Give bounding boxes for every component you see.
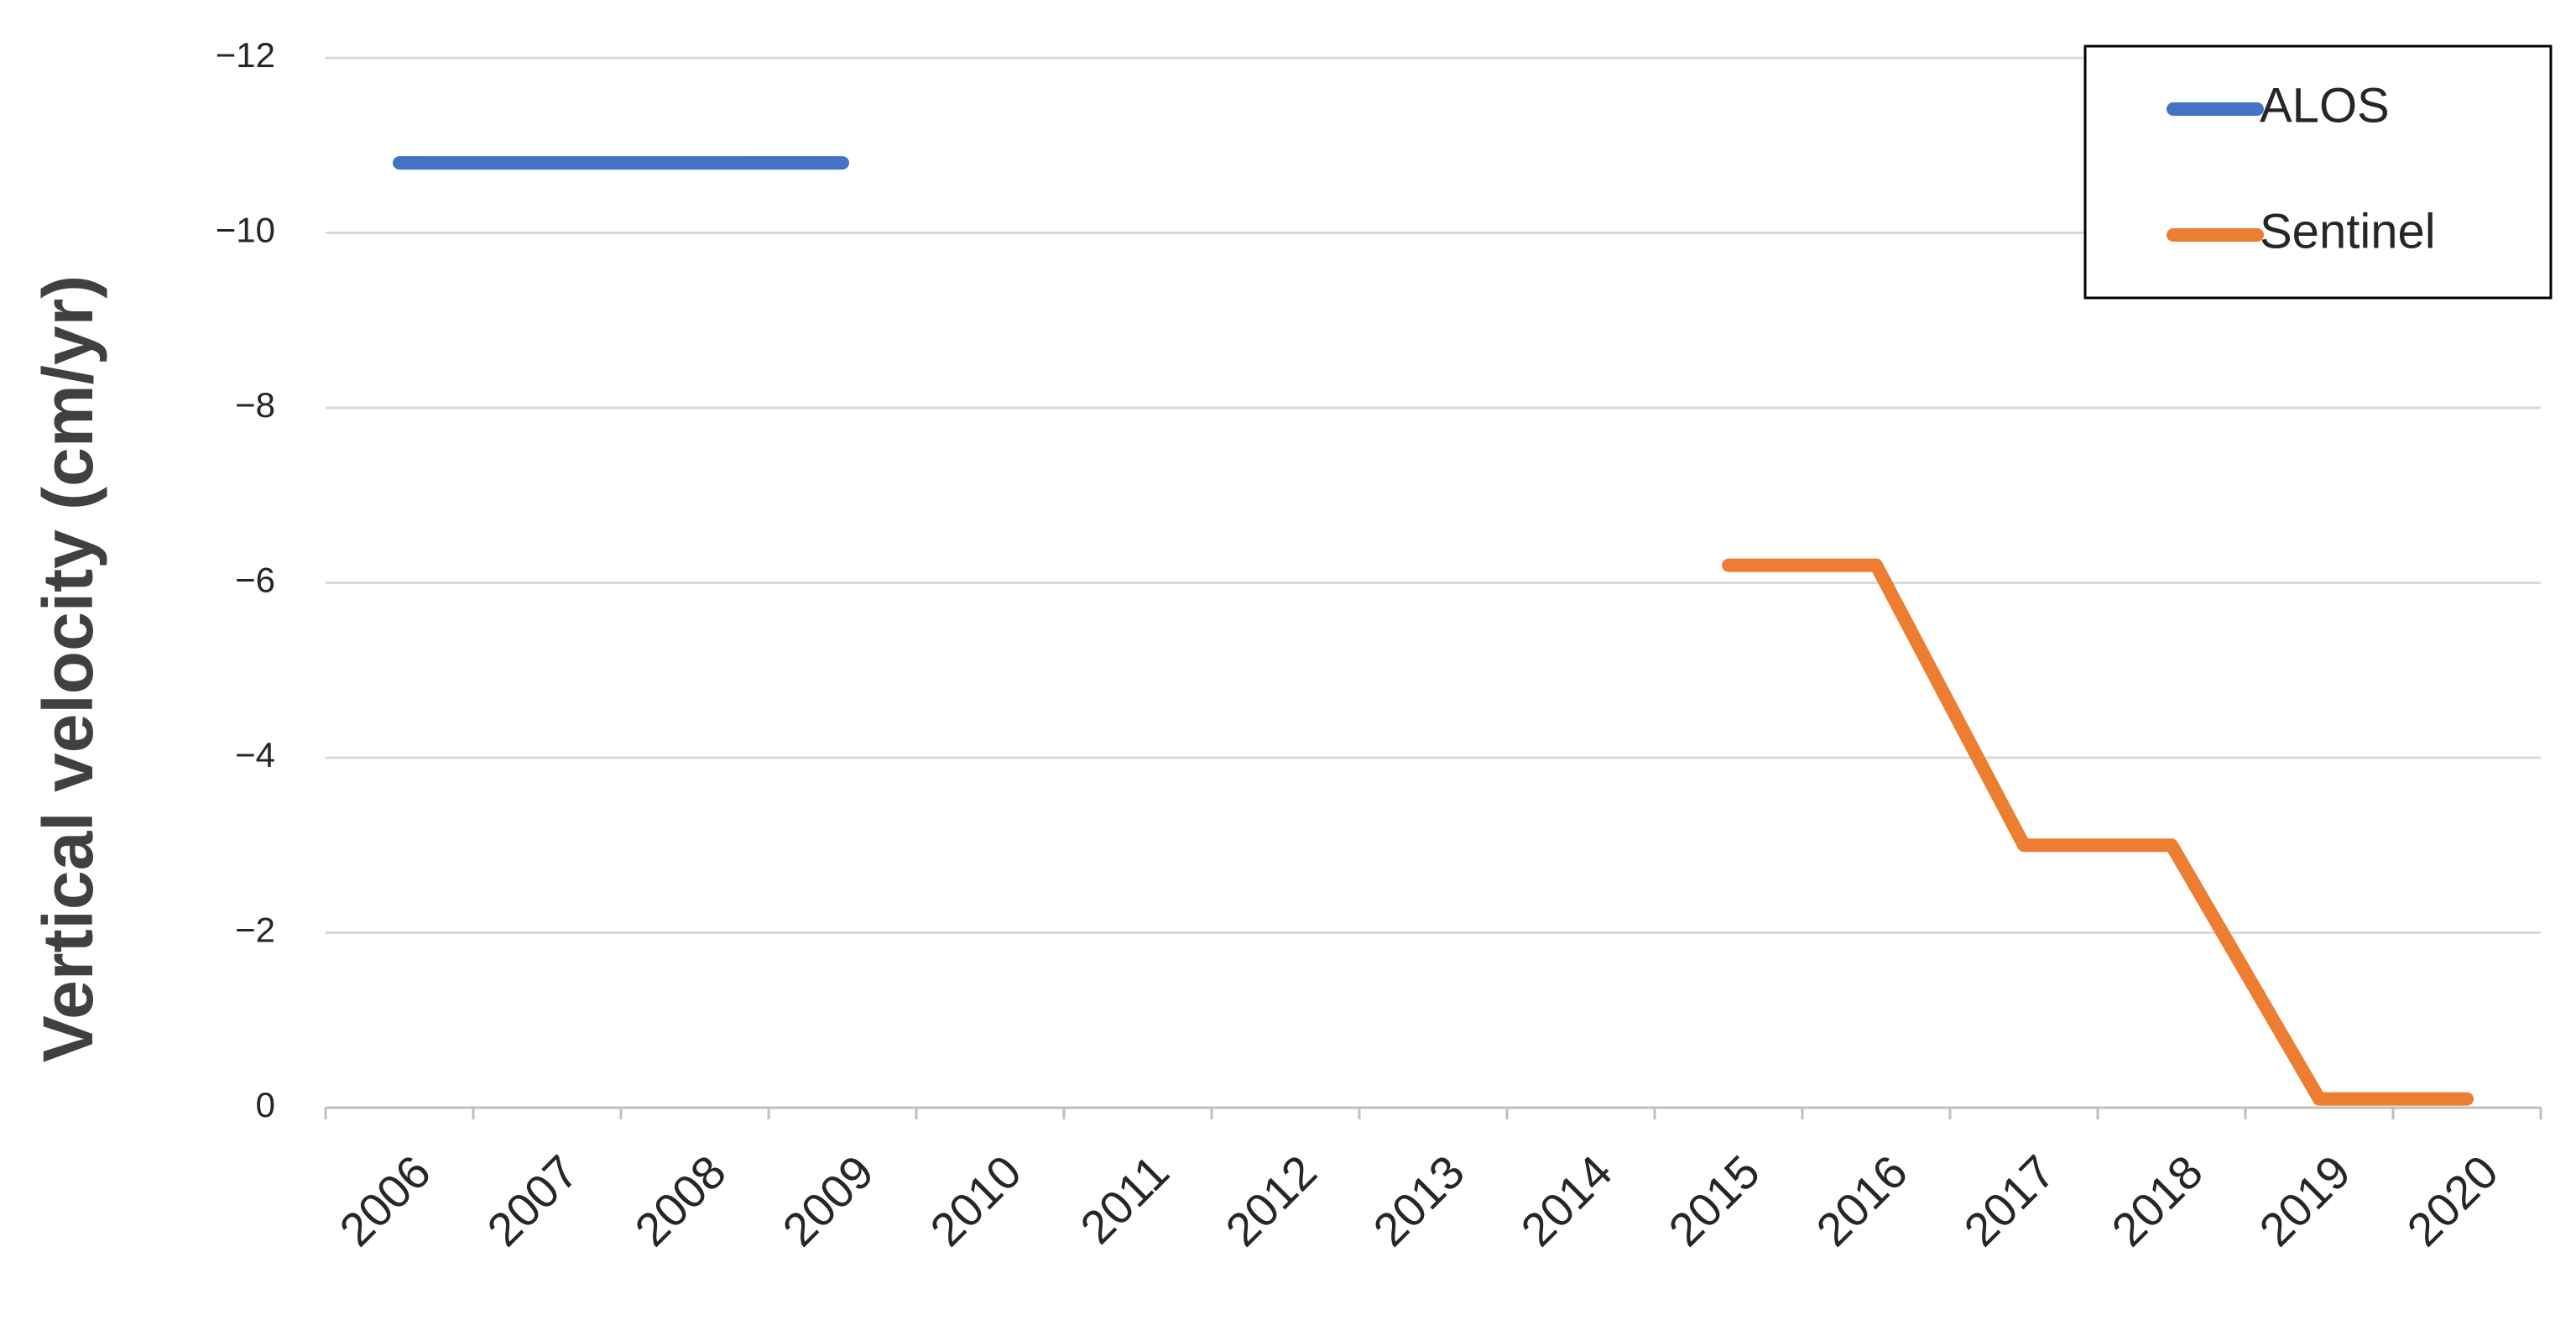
y-tick-label: −4 — [235, 735, 275, 775]
legend-box — [2083, 44, 2553, 300]
x-tick-label: 2008 — [624, 1145, 736, 1256]
x-tick-label: 2017 — [1953, 1145, 2065, 1256]
x-tick-label: 2011 — [1070, 1145, 1179, 1254]
y-axis-title: Vertical velocity (cm/yr) — [29, 275, 107, 1062]
x-tick-label: 2018 — [2101, 1145, 2213, 1256]
x-tick-label: 2014 — [1510, 1145, 1622, 1256]
x-tick-label: 2012 — [1215, 1145, 1327, 1256]
x-tick-label: 2016 — [1806, 1145, 1917, 1256]
y-tick-label: −6 — [235, 561, 275, 600]
x-tick-label: 2013 — [1363, 1145, 1474, 1256]
y-tick-label: −10 — [216, 211, 275, 250]
x-tick-label: 2019 — [2249, 1145, 2360, 1256]
x-tick-label: 2009 — [772, 1145, 884, 1256]
series-line — [1722, 558, 2474, 1106]
y-tick-label: −2 — [235, 910, 275, 950]
y-tick-label: 0 — [256, 1085, 275, 1124]
x-tick-label: 2007 — [477, 1145, 588, 1256]
legend-label: ALOS — [2260, 78, 2390, 133]
x-tick-label: 2010 — [920, 1145, 1031, 1256]
y-tick-label: −12 — [216, 35, 275, 75]
legend-label: Sentinel — [2260, 204, 2436, 258]
y-tick-label: −8 — [235, 385, 275, 425]
x-tick-label: 2020 — [2396, 1145, 2508, 1256]
x-tick-label: 2015 — [1658, 1145, 1770, 1256]
x-tick-label: 2006 — [329, 1145, 441, 1256]
